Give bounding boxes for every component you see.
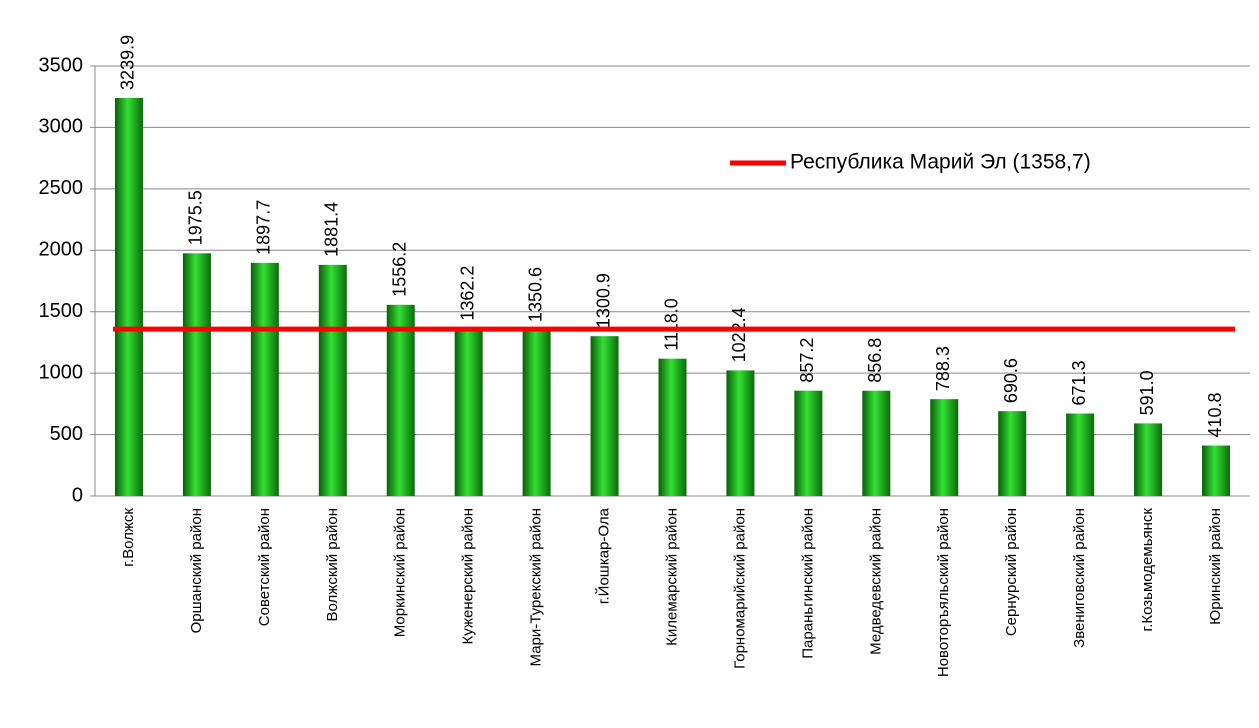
bar (1202, 445, 1231, 496)
bar (930, 399, 959, 496)
x-tick-label: Медведевский район (867, 508, 884, 655)
bar (250, 262, 279, 496)
data-label: 3239.9 (118, 35, 138, 90)
data-label: 1975.5 (186, 190, 206, 245)
x-tick-label: Оршанский район (188, 508, 205, 633)
x-tick-label: Параньгинский район (799, 508, 816, 659)
x-tick-label: г.Козьмодемьянск (1139, 508, 1156, 632)
bar (862, 390, 891, 496)
x-tick-label: Юринский район (1207, 508, 1224, 625)
data-label: 410.8 (1205, 392, 1225, 437)
bar (114, 97, 143, 496)
y-tick-label: 0 (72, 484, 83, 506)
bar (522, 330, 551, 496)
bar (386, 304, 415, 496)
bar (726, 370, 755, 496)
bar (1134, 423, 1163, 496)
x-tick-label: Волжский район (324, 508, 341, 621)
x-tick-label: Моркинский район (392, 508, 409, 637)
data-label: 788.3 (933, 346, 953, 391)
data-label: 1362.2 (457, 266, 477, 321)
x-tick-label: Горномарийский район (731, 508, 748, 669)
data-label: 591.0 (1137, 370, 1157, 415)
data-label: 1350.6 (525, 267, 545, 322)
x-tick-label: Звениговский район (1071, 508, 1088, 648)
data-label: 857.2 (797, 338, 817, 383)
x-tick-label: г.Йошкар-Ола (595, 507, 613, 604)
legend-label: Республика Марий Эл (1358,7) (790, 151, 1091, 174)
data-label: 1897.7 (254, 200, 274, 255)
x-tick-label: г.Волжск (120, 508, 137, 567)
data-label: 671.3 (1069, 360, 1089, 405)
y-tick-label: 3000 (39, 116, 84, 138)
data-label: 1881.4 (322, 202, 342, 257)
x-tick-label: Мари-Турекский район (528, 508, 545, 666)
x-tick-label: Сернурский район (1003, 508, 1020, 636)
y-tick-label: 2500 (39, 177, 84, 199)
bar (454, 328, 483, 496)
x-tick-label: Килемарский район (663, 508, 680, 646)
bar (1066, 413, 1095, 496)
y-tick-label: 1500 (39, 300, 84, 322)
x-tick-label: Новоторъяльский район (935, 508, 952, 677)
bar (182, 253, 211, 496)
bar (658, 358, 687, 496)
bar (998, 411, 1027, 496)
data-label: 1022.4 (729, 307, 749, 362)
data-label: 690.6 (1001, 358, 1021, 403)
data-label: 856.8 (865, 338, 885, 383)
data-label: 1300.9 (593, 273, 613, 328)
bar (318, 264, 347, 496)
y-tick-label: 2000 (39, 239, 84, 261)
y-tick-label: 500 (50, 423, 83, 445)
y-tick-label: 1000 (39, 361, 84, 383)
x-tick-label: Куженерский район (460, 508, 477, 644)
bar (590, 336, 619, 496)
data-label: 1556.2 (389, 242, 409, 297)
bar (794, 390, 823, 496)
y-tick-label: 3500 (39, 54, 84, 76)
x-tick-label: Советский район (256, 508, 273, 626)
data-label: 1118.0 (661, 298, 681, 350)
